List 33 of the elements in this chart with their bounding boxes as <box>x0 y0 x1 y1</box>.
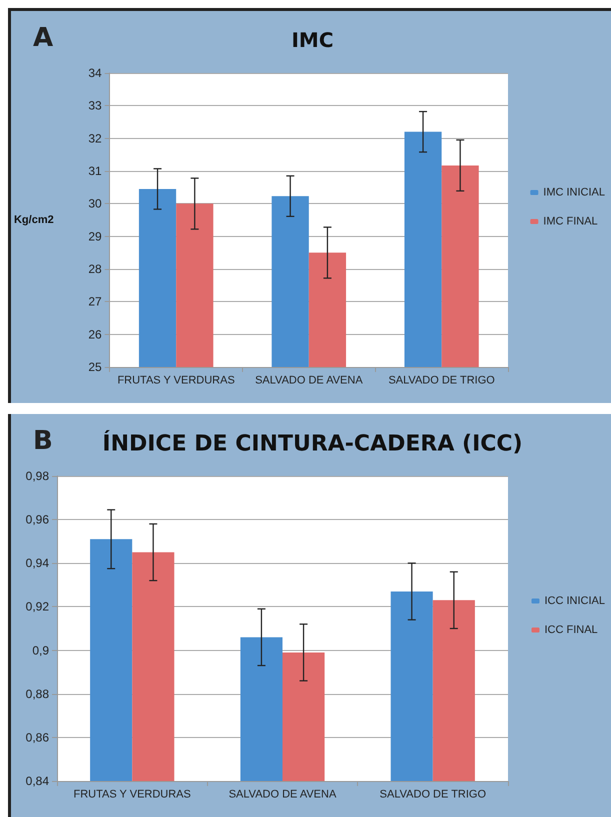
chart-title: IMC <box>291 28 334 52</box>
legend-label: ICC INICIAL <box>544 595 606 607</box>
legend-label: IMC FINAL <box>543 216 598 228</box>
y-tick-label: 0,92 <box>26 600 50 614</box>
y-tick-label: 31 <box>88 164 102 178</box>
legend-label: IMC INICIAL <box>543 186 606 198</box>
y-tick-label: 0,9 <box>32 643 50 658</box>
text: B <box>33 426 53 456</box>
y-tick-label: 0,96 <box>26 512 50 527</box>
chart-title: ÍNDICE DE CINTURA-CADERA (ICC) <box>102 430 523 456</box>
x-tick-label: SALVADO DE TRIGO <box>388 374 496 386</box>
y-tick-label: 32 <box>88 131 102 146</box>
y-tick-label: 29 <box>88 229 102 244</box>
x-tick-label: SALVADO DE AVENA <box>255 374 364 386</box>
y-tick-label: 0,94 <box>26 556 50 570</box>
legend-label: ICC FINAL <box>544 624 598 636</box>
text: A <box>33 23 54 53</box>
y-tick-label: 25 <box>88 360 102 374</box>
y-tick-label: 0,98 <box>26 469 50 483</box>
y-tick-label: 34 <box>88 66 102 80</box>
x-tick-label: SALVADO DE AVENA <box>228 788 337 800</box>
x-tick-label: FRUTAS Y VERDURAS <box>73 788 191 800</box>
y-tick-label: 0,86 <box>26 730 50 744</box>
y-tick-label: 0,88 <box>26 686 50 701</box>
y-axis-title: Kg/cm2 <box>14 214 54 226</box>
x-tick-label: SALVADO DE TRIGO <box>380 788 486 800</box>
y-tick-label: 33 <box>88 98 102 113</box>
y-tick-label: 28 <box>88 262 102 276</box>
y-tick-label: 27 <box>88 294 102 309</box>
y-tick-label: 0,84 <box>26 774 50 788</box>
y-tick-label: 26 <box>88 327 102 342</box>
y-tick-label: 30 <box>88 196 102 211</box>
x-tick-label: FRUTAS Y VERDURAS <box>117 374 235 386</box>
